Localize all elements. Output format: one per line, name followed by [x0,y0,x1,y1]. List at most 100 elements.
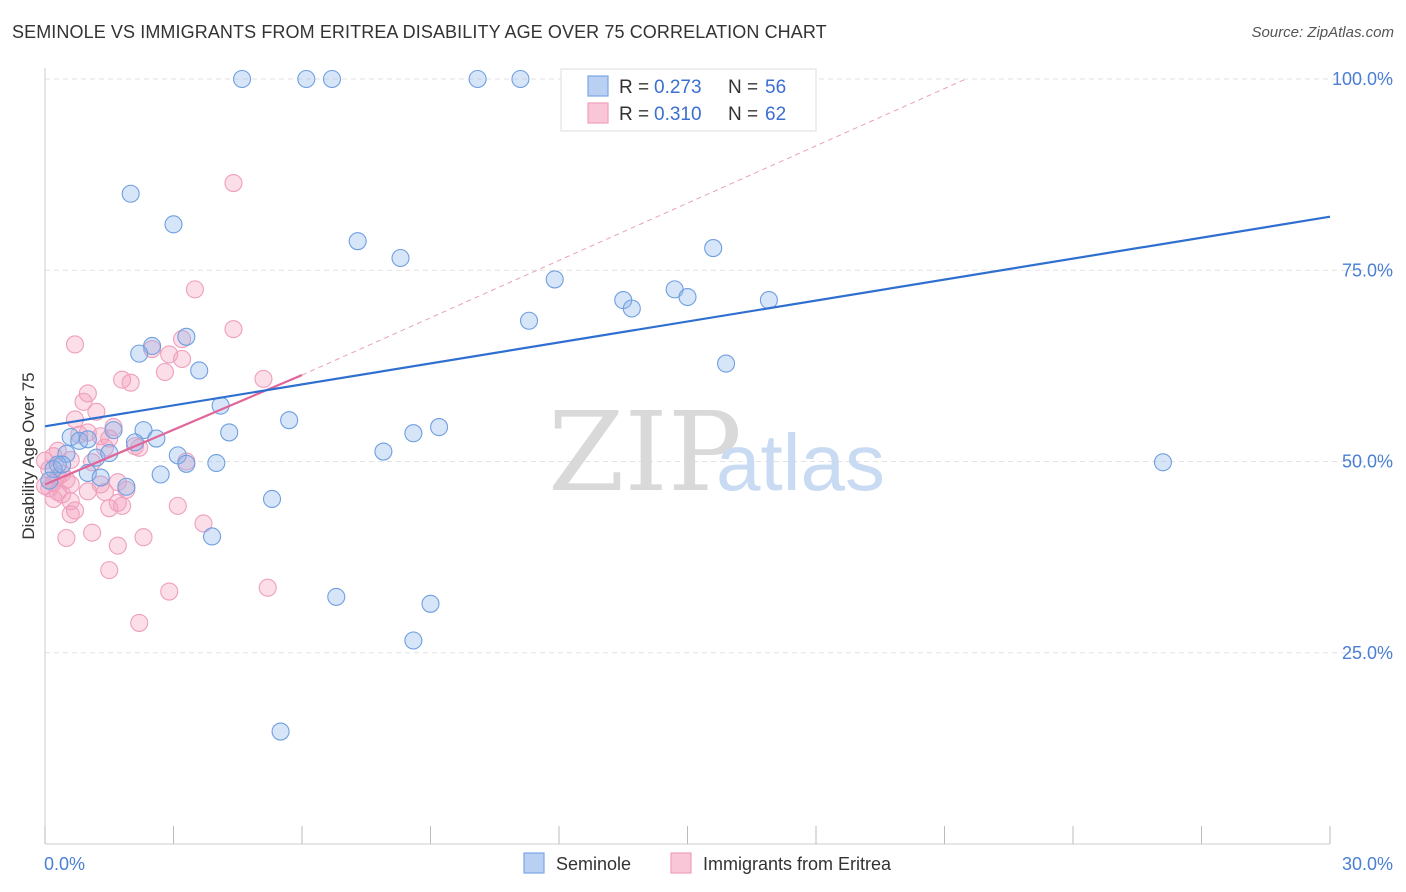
seminole-point [468,69,487,89]
bottom-legend-swatch-eritrea [670,852,692,874]
seminole-point [374,442,393,461]
seminole-point [716,354,736,373]
seminole-point [151,465,170,484]
eritrea-point [130,613,149,632]
seminole-point [91,468,110,487]
seminole-point [348,232,367,251]
eritrea-point [155,362,174,382]
correlation-legend: R = 0.273 N = 56 R = 0.310 N = 62 [560,68,817,132]
eritrea-point [185,280,204,299]
seminole-point [322,69,342,89]
legend-swatch-eritrea [587,102,609,124]
seminole-point [759,291,778,310]
legend-r-value-seminole: 0.273 [654,77,702,98]
eritrea-point [160,582,179,601]
chart-title: SEMINOLE VS IMMIGRANTS FROM ERITREA DISA… [12,22,827,42]
seminole-point [121,184,140,203]
series-legend: Seminole Immigrants from Eritrea [523,852,892,874]
y-tick-label: 50.0% [1342,452,1393,472]
eritrea-trend-line [44,374,303,486]
source-credit: Source: ZipAtlas.com [1251,24,1394,41]
seminole-point [678,287,697,307]
eritrea-point [134,528,153,547]
bottom-legend-swatch-seminole [523,852,545,874]
eritrea-point [108,536,127,555]
seminole-point [44,460,63,479]
y-tick-label: 25.0% [1342,643,1393,663]
seminole-point [190,361,209,380]
legend-r-label-eritrea: R = [619,104,649,125]
seminole-point [117,477,136,496]
seminole-point [622,299,641,318]
trend-lines [44,78,1331,486]
seminole-point [130,344,149,363]
seminole-point [280,411,299,430]
eritrea-points [35,173,277,632]
seminole-point [545,270,564,289]
eritrea-point [224,173,243,193]
seminole-point [40,471,59,490]
eritrea-point [74,392,93,411]
seminole-point [391,248,410,268]
legend-n-value-seminole: 56 [765,77,786,98]
eritrea-point [258,578,277,597]
seminole-point [203,527,222,546]
eritrea-point [61,505,80,524]
eritrea-point [61,492,80,511]
legend-n-value-eritrea: 62 [765,104,786,125]
legend-r-label-seminole: R = [619,77,649,98]
seminole-point [271,722,290,741]
eritrea-point [100,499,119,518]
x-tick-label-min: 0.0% [44,854,85,874]
eritrea-point [78,384,97,403]
eritrea-point [254,369,273,388]
eritrea-point [87,402,106,421]
seminole-point [404,424,423,443]
seminole-point [164,215,183,234]
eritrea-point [194,514,213,533]
eritrea-point [100,561,119,580]
watermark-atlas: atlas [716,418,885,507]
eritrea-point [100,429,119,448]
seminole-point [327,587,346,606]
seminole-point [104,421,123,440]
seminole-point [177,327,196,346]
legend-r-value-eritrea: 0.310 [654,104,702,125]
y-tick-label: 75.0% [1342,260,1393,280]
eritrea-point [168,496,187,515]
seminole-point [421,594,440,613]
seminole-point [297,69,316,89]
eritrea-point [224,320,243,339]
eritrea-point [65,335,85,354]
seminole-point [53,455,72,474]
y-tick-labels: 25.0% 50.0% 75.0% 100.0% [1332,69,1393,663]
seminole-point [220,423,239,442]
watermark-zip: ZIP [548,388,742,516]
seminole-point [262,489,282,509]
y-axis-title: Disability Age Over 75 [19,372,38,539]
seminole-point [78,430,97,449]
x-tick-label-max: 30.0% [1342,854,1393,874]
seminole-point [519,311,539,330]
eritrea-point [121,373,140,392]
seminole-point [430,418,449,437]
legend-n-label-eritrea: N = [728,104,758,125]
eritrea-point [57,528,76,548]
eritrea-trend-extension [301,78,967,376]
seminole-point [207,453,226,473]
y-tick-label: 100.0% [1332,69,1393,89]
eritrea-point [78,482,97,501]
eritrea-point [83,523,102,542]
x-tick-labels: 0.0% 30.0% [44,854,1393,874]
watermark: ZIP atlas [548,388,885,516]
bottom-legend-label-seminole: Seminole [556,854,631,874]
legend-swatch-seminole [587,75,609,97]
seminole-point [1153,453,1172,472]
seminole-trend-line [44,215,1331,428]
seminole-points [40,69,1172,741]
seminole-point [404,631,423,650]
eritrea-point [173,349,192,369]
bottom-legend-label-eritrea: Immigrants from Eritrea [703,854,892,874]
seminole-point [177,454,196,473]
